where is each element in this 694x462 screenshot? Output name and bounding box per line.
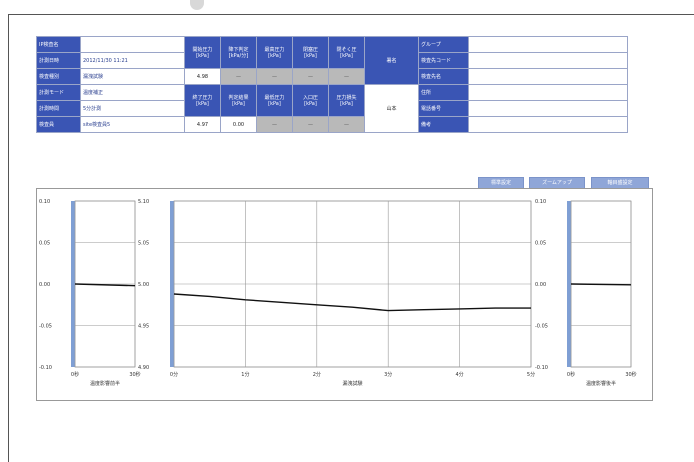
chart-1-y-tick-label: 5.05: [138, 241, 149, 247]
chart-panel: 0.10 0.05 0.00 -0.05 -0.10 0秒 30秒温度影響前半 5.10 5.0…: [36, 188, 653, 401]
signature-stamp: 山本: [364, 84, 419, 133]
value-block-pressure: —: [292, 68, 329, 85]
inspection-info-table: IP検査名 開始圧力 [kPa] 降下判定 [kPa/分] 最高圧力 [kPa] 閉塞…: [36, 36, 628, 133]
chart-2-y-tick-label: 0.00: [535, 282, 546, 288]
chart-2-axis-strip: [567, 201, 571, 367]
chart-0-x-tick-label: 30秒: [129, 371, 140, 378]
value-judge-result: 0.00: [220, 116, 257, 133]
chart-2-y-tick-label: -0.10: [535, 365, 548, 371]
chart-1-y-tick-label: 4.90: [138, 365, 149, 371]
value-pressure-loss: —: [328, 116, 365, 133]
value-drop-judge: —: [220, 68, 257, 85]
chart-1-x-tick-label: 4分: [456, 371, 464, 378]
value-group: [468, 36, 628, 53]
value-mode: 温度補正: [80, 84, 185, 101]
chart-1-x-tick-label: 1分: [241, 371, 249, 378]
chart-0-y-tick-label: 0.00: [39, 282, 50, 288]
label-site-name: 検査先名: [418, 68, 469, 85]
value-datetime: 2012/11/30 11:21: [80, 52, 185, 69]
header-min-pressure: 最低圧力 [kPa]: [256, 84, 293, 117]
value-address: [468, 84, 628, 101]
value-notes: [468, 116, 628, 133]
value-inlet-pressure: —: [292, 116, 329, 133]
value-inspection-type: 漏洩試験: [80, 68, 185, 85]
chart-1-x-axis-label: 漏洩試験: [342, 380, 362, 387]
chart-2-y-tick-label: -0.05: [535, 324, 548, 330]
value-start-pressure: 4.98: [184, 68, 221, 85]
chart-0-axis-strip: [71, 201, 75, 367]
label-group: グループ: [418, 36, 469, 53]
value-site-code: [468, 52, 628, 69]
chart-0-series-line: [74, 283, 136, 287]
label-inspection-type: 検査種別: [36, 68, 81, 85]
header-inlet-pressure: 入口圧 [kPa]: [292, 84, 329, 117]
label-notes: 備考: [418, 116, 469, 133]
chart-2-x-tick-label: 30秒: [625, 371, 636, 378]
chart-2-x-tick-label: 0秒: [567, 371, 575, 378]
chart-0-y-tick-label: -0.10: [39, 365, 52, 371]
value-ip-name: [80, 36, 185, 53]
chart-1-axis-strip: [170, 201, 174, 367]
label-duration: 計測時間: [36, 100, 81, 117]
header-start-pressure: 開始圧力 [kPa]: [184, 36, 221, 69]
chart-0-x-axis-label: 温度影響前半: [90, 380, 120, 387]
label-mode: 計測モード: [36, 84, 81, 101]
header-judge-result: 判定結果 [kPa]: [220, 84, 257, 117]
top-logo-icon: [190, 0, 204, 10]
header-pressure-loss: 圧力損失 [kPa]: [328, 84, 365, 117]
signature-label: 署名: [364, 36, 419, 85]
chart-1-x-tick-label: 2分: [313, 371, 321, 378]
label-address: 住所: [418, 84, 469, 101]
chart-1-x-tick-label: 0分: [170, 371, 178, 378]
chart-1-x-tick-label: 3分: [384, 371, 392, 378]
value-phone: [468, 100, 628, 117]
chart-0-y-tick-label: -0.05: [39, 324, 52, 330]
value-duration: 5分計測: [80, 100, 185, 117]
chart-1-series-line: [173, 293, 531, 312]
label-datetime: 計測日時: [36, 52, 81, 69]
header-block-pressure: 閉塞圧 [kPa]: [292, 36, 329, 69]
value-end-pressure: 4.97: [184, 116, 221, 133]
header-closure-pressure: 閉そく圧 [kPa]: [328, 36, 365, 69]
chart-1-y-tick-label: 5.10: [138, 199, 149, 205]
chart-1-y-tick-label: 5.00: [138, 282, 149, 288]
chart-0-x-tick-label: 0秒: [71, 371, 79, 378]
header-drop-judge: 降下判定 [kPa/分]: [220, 36, 257, 69]
value-inspector: site検査員5: [80, 116, 185, 133]
value-min-pressure: —: [256, 116, 293, 133]
chart-1-x-tick-label: 5分: [527, 371, 535, 378]
chart-0-y-tick-label: 0.05: [39, 241, 50, 247]
chart-2-y-tick-label: 0.05: [535, 241, 546, 247]
label-ip-name: IP検査名: [36, 36, 81, 53]
header-max-pressure: 最高圧力 [kPa]: [256, 36, 293, 69]
value-closure-pressure: —: [328, 68, 365, 85]
value-site-name: [468, 68, 628, 85]
value-max-pressure: —: [256, 68, 293, 85]
chart-2-series-line: [570, 283, 632, 286]
chart-1-y-tick-label: 4.95: [138, 324, 149, 330]
chart-0-y-tick-label: 0.10: [39, 199, 50, 205]
label-site-code: 検査先コード: [418, 52, 469, 69]
chart-2-x-axis-label: 温度影響後半: [586, 380, 616, 387]
label-phone: 電話番号: [418, 100, 469, 117]
chart-2-y-tick-label: 0.10: [535, 199, 546, 205]
header-end-pressure: 終了圧力 [kPa]: [184, 84, 221, 117]
label-inspector: 検査員: [36, 116, 81, 133]
